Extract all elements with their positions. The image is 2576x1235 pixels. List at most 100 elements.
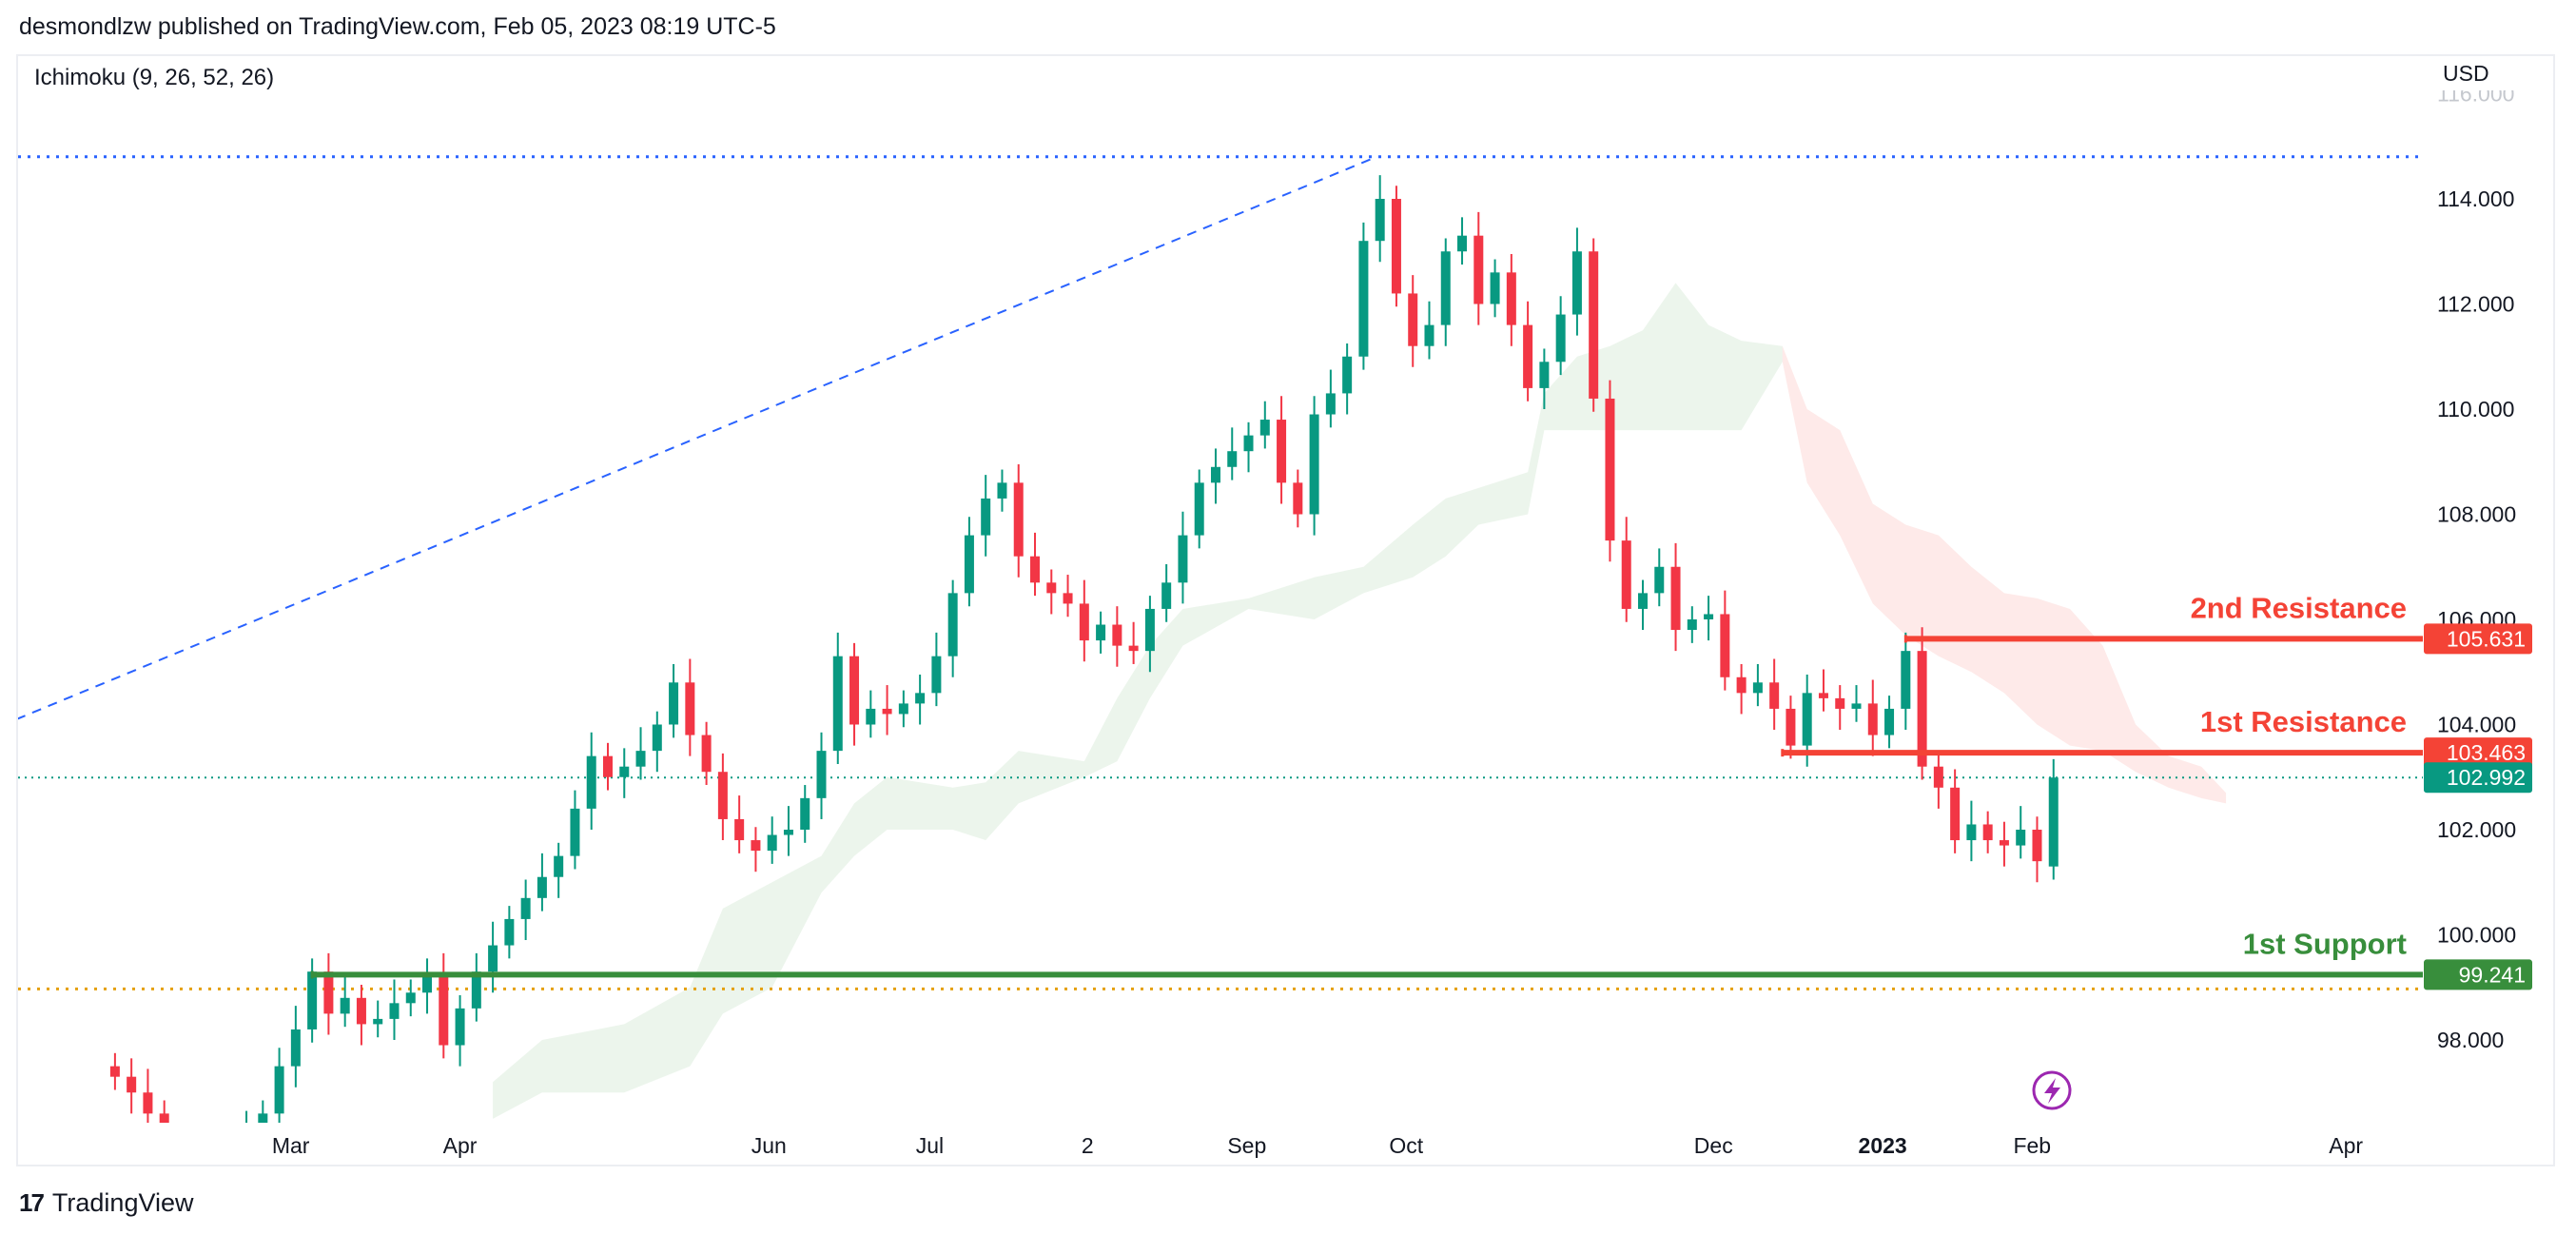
candle-body — [1851, 703, 1862, 709]
price-badge-text: 103.463 — [2447, 740, 2526, 765]
candle-body — [2016, 830, 2026, 846]
candle — [1424, 301, 1434, 360]
candle — [1571, 227, 1582, 336]
candle-body — [537, 876, 547, 898]
candle-body — [554, 855, 564, 877]
indicator-legend[interactable]: Ichimoku (9, 26, 52, 26) — [34, 65, 275, 90]
candle-body — [1802, 693, 1812, 746]
candle-body — [520, 897, 531, 919]
candle-body — [586, 755, 596, 809]
candle — [1030, 532, 1041, 597]
candle — [1063, 575, 1073, 618]
candle — [1704, 596, 1714, 641]
candle — [1096, 611, 1106, 654]
candle-body — [997, 482, 1007, 499]
brand-name[interactable]: TradingView — [51, 1188, 194, 1217]
candle — [701, 721, 712, 786]
candle-body — [1638, 593, 1648, 609]
candle-body — [1440, 251, 1451, 325]
candle — [1638, 579, 1648, 631]
time-tick: Jun — [751, 1133, 787, 1158]
candle — [1605, 380, 1615, 562]
candle — [1933, 753, 1943, 809]
candle — [258, 1100, 268, 1123]
candle-body — [619, 766, 630, 777]
candle — [1259, 401, 1270, 449]
candle-body — [143, 1092, 153, 1114]
candle — [1523, 301, 1533, 402]
price-badge — [2424, 737, 2532, 769]
candle-body — [209, 1161, 219, 1171]
publish-info: desmondlzw published on TradingView.com,… — [19, 13, 776, 40]
candle — [1358, 222, 1369, 370]
candle — [520, 879, 531, 941]
candle-body — [1375, 199, 1385, 242]
candle — [1243, 421, 1254, 473]
candle-body — [964, 535, 974, 594]
candle — [1391, 186, 1401, 307]
candle — [866, 690, 876, 738]
candle — [422, 958, 433, 1014]
candle — [537, 853, 547, 912]
candle — [1473, 211, 1484, 325]
candle-body — [1605, 398, 1615, 541]
candle — [356, 984, 366, 1046]
candle-body — [570, 808, 580, 856]
candle-body — [882, 708, 892, 715]
candle-body — [1506, 272, 1516, 325]
candle — [109, 1052, 120, 1090]
candle-body — [1523, 324, 1533, 388]
candle — [1670, 542, 1681, 652]
candle-body — [1358, 241, 1369, 357]
candle-body — [1555, 314, 1566, 363]
candle-body — [1720, 614, 1730, 677]
candle — [1161, 563, 1172, 622]
candle-body — [258, 1113, 268, 1123]
candle-body — [323, 971, 334, 1014]
candle-body — [685, 682, 695, 735]
candle-body — [947, 593, 958, 657]
time-tick: Dec — [1694, 1133, 1733, 1158]
candle — [652, 711, 662, 773]
candle-body — [1325, 393, 1336, 415]
candle-body — [866, 708, 876, 725]
candle — [1752, 663, 1763, 707]
candle — [1654, 548, 1665, 607]
event-circle — [2032, 1070, 2072, 1110]
candle — [734, 795, 745, 853]
candle — [290, 1006, 301, 1088]
candle-body — [1736, 676, 1747, 694]
candle — [1079, 579, 1089, 662]
candle — [947, 579, 958, 677]
candle — [405, 979, 416, 1017]
candle-body — [800, 797, 810, 830]
candle-body — [701, 735, 712, 773]
candle-body — [915, 693, 926, 704]
candle — [1851, 685, 1862, 722]
candle — [439, 952, 449, 1059]
candle — [816, 732, 827, 819]
candle — [1128, 621, 1139, 664]
lightning-event-icon[interactable] — [2032, 1070, 2072, 1110]
candle-body — [1621, 540, 1631, 609]
candle-body — [1046, 582, 1057, 594]
candle-body — [2032, 830, 2042, 862]
candle — [1835, 685, 1845, 731]
candle-body — [767, 834, 777, 852]
candle-body — [1933, 766, 1943, 788]
candle — [1375, 175, 1385, 263]
candle-body — [1112, 624, 1122, 646]
ichimoku-cloud-bullish — [493, 283, 1783, 1119]
candle — [800, 785, 810, 843]
candle-body — [849, 656, 860, 725]
candle-body — [1982, 824, 1993, 841]
candle-body — [717, 772, 728, 819]
candle-body — [1539, 362, 1550, 388]
candle — [1999, 821, 2009, 867]
candle-body — [225, 1150, 235, 1161]
candle-body — [734, 818, 745, 841]
candle — [1342, 343, 1353, 415]
chart-pane[interactable] — [16, 54, 2555, 1166]
tradingview-logo-icon[interactable]: 17 — [19, 1188, 45, 1217]
